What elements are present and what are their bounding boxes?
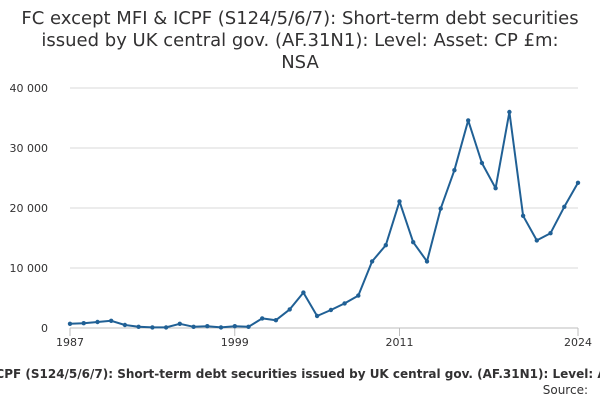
data-point[interactable] (301, 290, 306, 295)
gridlines (70, 87, 578, 269)
data-point[interactable] (191, 324, 196, 329)
data-point[interactable] (383, 243, 388, 248)
data-point[interactable] (356, 293, 361, 298)
data-point[interactable] (424, 259, 430, 264)
data-point[interactable] (466, 118, 471, 123)
data-point[interactable] (218, 325, 224, 330)
axes: 0 10 000 20 000 30 000 40 000 1987 1999 2011 202… (10, 82, 593, 349)
data-point[interactable] (314, 313, 320, 319)
data-point[interactable] (562, 204, 567, 209)
caption-source: Source: (543, 383, 588, 397)
series-line (69, 111, 579, 329)
data-point[interactable] (479, 160, 485, 166)
data-point[interactable] (177, 321, 182, 326)
data-point[interactable] (109, 318, 114, 323)
data-point[interactable] (246, 324, 251, 329)
data-point[interactable] (328, 307, 334, 313)
x-tick-label: 1999 (221, 336, 249, 349)
data-point[interactable] (452, 168, 457, 173)
y-tick-label: 20 000 (10, 202, 49, 215)
data-point[interactable] (397, 199, 402, 204)
y-tick-label: 0 (41, 322, 48, 335)
data-point[interactable] (534, 238, 539, 243)
data-point[interactable] (273, 318, 279, 323)
data-point[interactable] (260, 316, 265, 321)
data-point[interactable] (287, 307, 292, 312)
x-tick-label: 1987 (56, 336, 84, 349)
data-point[interactable] (95, 319, 100, 325)
data-point[interactable] (205, 324, 210, 329)
y-tick-label: 40 000 (10, 82, 49, 95)
y-tick-label: 30 000 (10, 142, 49, 155)
data-point[interactable] (150, 325, 155, 330)
data-point[interactable] (411, 240, 416, 245)
chart-title: FC except MFI & ICPF (S124/5/6/7): Short… (21, 8, 579, 73)
data-point[interactable] (342, 301, 347, 306)
data-point[interactable] (163, 325, 169, 330)
data-point[interactable] (232, 324, 237, 329)
data-point[interactable] (369, 259, 375, 264)
data-point[interactable] (548, 231, 553, 236)
y-tick-label: 10 000 (10, 262, 49, 275)
caption-series-title: FC except MFI & ICPF (S124/5/6/7): Short… (0, 367, 600, 381)
x-tick-label: 2024 (564, 336, 592, 349)
data-point[interactable] (575, 180, 581, 185)
data-point[interactable] (520, 213, 526, 218)
data-point[interactable] (493, 186, 498, 191)
data-point[interactable] (136, 324, 141, 329)
data-point[interactable] (507, 109, 512, 115)
data-point[interactable] (438, 206, 443, 211)
data-point[interactable] (81, 321, 86, 326)
x-tick-label: 2011 (386, 336, 414, 349)
data-point[interactable] (122, 322, 128, 328)
data-point[interactable] (67, 321, 73, 326)
series-layer (67, 109, 581, 330)
